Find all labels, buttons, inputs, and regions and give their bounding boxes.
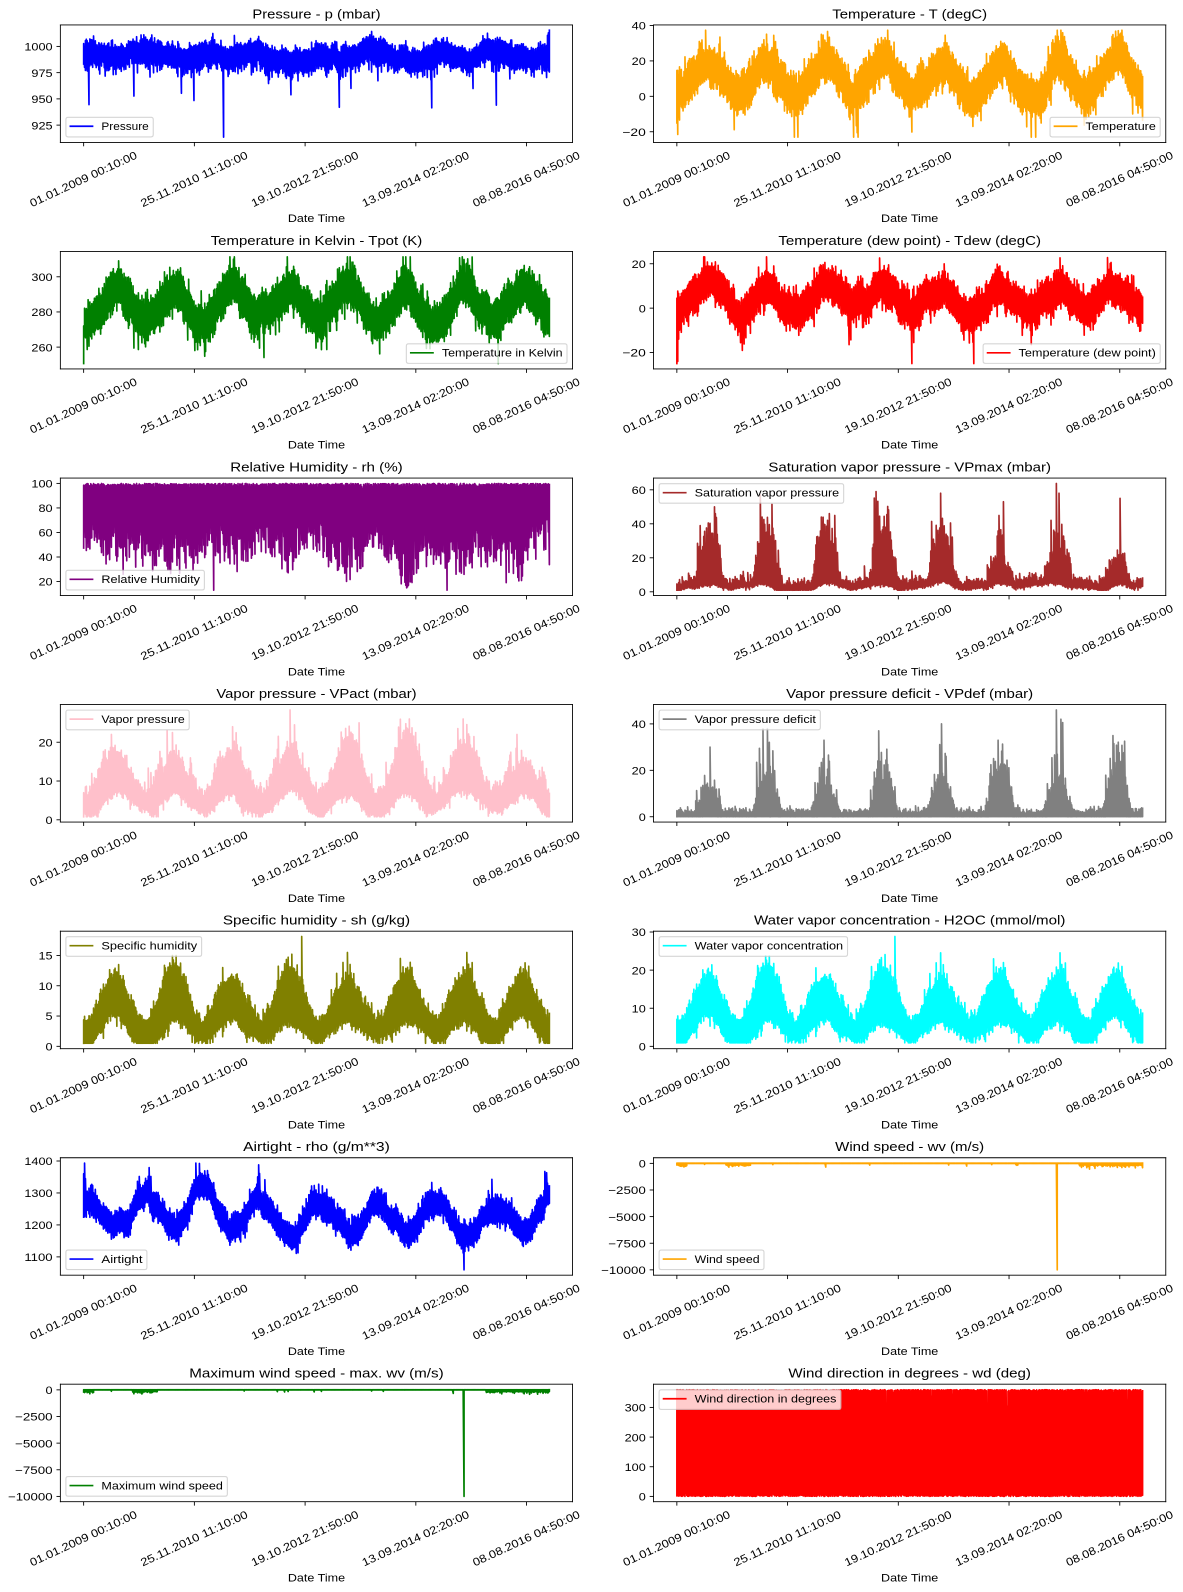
svg-text:−2500: −2500	[608, 1185, 646, 1197]
svg-text:Maximum wind speed - max. wv (: Maximum wind speed - max. wv (m/s)	[189, 1366, 443, 1381]
svg-text:Date Time: Date Time	[881, 666, 938, 678]
svg-text:−10000: −10000	[601, 1265, 646, 1277]
svg-text:20: 20	[632, 259, 646, 271]
svg-text:10: 10	[632, 1003, 646, 1015]
svg-text:60: 60	[38, 528, 52, 540]
svg-text:Water vapor concentration - H2: Water vapor concentration - H2OC (mmol/m…	[754, 913, 1065, 928]
svg-text:300: 300	[625, 1403, 646, 1415]
svg-text:200: 200	[625, 1432, 646, 1444]
svg-text:5: 5	[46, 1011, 53, 1023]
svg-text:Date Time: Date Time	[881, 893, 938, 905]
svg-text:20: 20	[38, 737, 52, 749]
svg-text:1300: 1300	[24, 1188, 52, 1200]
svg-text:Water vapor concentration: Water vapor concentration	[695, 941, 843, 953]
svg-text:Wind speed: Wind speed	[695, 1254, 760, 1266]
svg-text:Airtight - rho (g/m**3): Airtight - rho (g/m**3)	[243, 1139, 390, 1154]
svg-text:−10000: −10000	[8, 1492, 53, 1504]
svg-text:−20: −20	[622, 127, 645, 139]
svg-text:Date Time: Date Time	[288, 1119, 345, 1131]
svg-text:950: 950	[31, 94, 52, 106]
svg-text:Specific humidity - sh (g/kg): Specific humidity - sh (g/kg)	[223, 913, 410, 928]
svg-text:260: 260	[31, 342, 52, 354]
svg-text:40: 40	[38, 552, 52, 564]
svg-text:40: 40	[632, 719, 646, 731]
svg-text:10: 10	[38, 776, 52, 788]
svg-text:Relative Humidity - rh (%): Relative Humidity - rh (%)	[230, 459, 403, 474]
svg-text:925: 925	[31, 120, 52, 132]
svg-text:0: 0	[639, 1042, 646, 1054]
svg-text:Date Time: Date Time	[288, 893, 345, 905]
svg-text:Date Time: Date Time	[288, 1346, 345, 1358]
svg-text:300: 300	[31, 272, 52, 284]
svg-text:−7500: −7500	[608, 1238, 646, 1250]
svg-text:20: 20	[632, 766, 646, 778]
svg-text:20: 20	[632, 56, 646, 68]
svg-text:15: 15	[38, 951, 52, 963]
svg-text:Vapor pressure - VPact (mbar): Vapor pressure - VPact (mbar)	[216, 686, 416, 701]
svg-text:Date Time: Date Time	[881, 1119, 938, 1131]
svg-text:30: 30	[632, 927, 646, 939]
svg-text:100: 100	[625, 1462, 646, 1474]
svg-text:Temperature in Kelvin - Tpot (: Temperature in Kelvin - Tpot (K)	[211, 233, 422, 248]
svg-text:Wind speed - wv (m/s): Wind speed - wv (m/s)	[835, 1139, 984, 1154]
svg-text:Date Time: Date Time	[881, 440, 938, 452]
svg-text:0: 0	[639, 812, 646, 824]
svg-text:Wind direction in degrees: Wind direction in degrees	[695, 1394, 837, 1406]
svg-text:Maximum wind speed: Maximum wind speed	[101, 1480, 222, 1492]
svg-text:20: 20	[632, 965, 646, 977]
svg-text:10: 10	[38, 981, 52, 993]
svg-text:60: 60	[632, 485, 646, 497]
svg-text:40: 40	[632, 519, 646, 531]
svg-text:Date Time: Date Time	[881, 213, 938, 225]
svg-text:Date Time: Date Time	[881, 1573, 938, 1585]
svg-text:Saturation vapor pressure: Saturation vapor pressure	[695, 487, 840, 499]
svg-text:Pressure - p (mbar): Pressure - p (mbar)	[252, 6, 380, 21]
svg-text:Vapor pressure deficit - VPdef: Vapor pressure deficit - VPdef (mbar)	[786, 686, 1033, 701]
svg-text:40: 40	[632, 21, 646, 33]
svg-text:1400: 1400	[24, 1156, 52, 1168]
svg-text:0: 0	[46, 1042, 53, 1054]
svg-text:Relative Humidity: Relative Humidity	[101, 574, 200, 586]
svg-text:0: 0	[46, 815, 53, 827]
svg-text:−5000: −5000	[15, 1438, 53, 1450]
svg-text:975: 975	[31, 68, 52, 80]
svg-text:Specific humidity: Specific humidity	[101, 941, 197, 953]
svg-text:−7500: −7500	[15, 1465, 53, 1477]
svg-text:−2500: −2500	[15, 1412, 53, 1424]
svg-text:0: 0	[639, 587, 646, 599]
svg-text:Wind direction in degrees - wd: Wind direction in degrees - wd (deg)	[788, 1366, 1031, 1381]
svg-text:1100: 1100	[24, 1252, 52, 1264]
svg-text:Date Time: Date Time	[288, 440, 345, 452]
svg-text:Date Time: Date Time	[288, 1573, 345, 1585]
svg-text:Date Time: Date Time	[881, 1346, 938, 1358]
svg-text:−20: −20	[622, 348, 645, 360]
svg-text:−5000: −5000	[608, 1212, 646, 1224]
svg-text:0: 0	[639, 1492, 646, 1504]
svg-text:0: 0	[639, 92, 646, 104]
svg-text:100: 100	[31, 479, 52, 491]
svg-text:0: 0	[46, 1385, 53, 1397]
svg-text:Saturation vapor pressure - VP: Saturation vapor pressure - VPmax (mbar)	[768, 459, 1051, 474]
svg-text:Airtight: Airtight	[101, 1254, 142, 1266]
svg-text:80: 80	[38, 503, 52, 515]
svg-text:280: 280	[31, 307, 52, 319]
svg-text:Temperature in Kelvin: Temperature in Kelvin	[442, 348, 563, 360]
svg-text:20: 20	[38, 577, 52, 589]
svg-text:Date Time: Date Time	[288, 666, 345, 678]
svg-text:Pressure: Pressure	[101, 121, 148, 133]
svg-text:Temperature - T (degC): Temperature - T (degC)	[832, 6, 987, 21]
svg-text:1200: 1200	[24, 1220, 52, 1232]
svg-text:Vapor pressure deficit: Vapor pressure deficit	[695, 714, 816, 726]
svg-text:0: 0	[639, 1159, 646, 1171]
svg-text:Vapor pressure: Vapor pressure	[101, 714, 184, 726]
svg-text:0: 0	[639, 303, 646, 315]
svg-text:Date Time: Date Time	[288, 213, 345, 225]
svg-text:Temperature (dew point): Temperature (dew point)	[1019, 348, 1156, 360]
svg-text:Temperature (dew point) - Tdew: Temperature (dew point) - Tdew (degC)	[778, 233, 1041, 248]
svg-text:Temperature: Temperature	[1086, 121, 1156, 133]
svg-text:1000: 1000	[24, 42, 52, 54]
svg-text:20: 20	[632, 553, 646, 565]
